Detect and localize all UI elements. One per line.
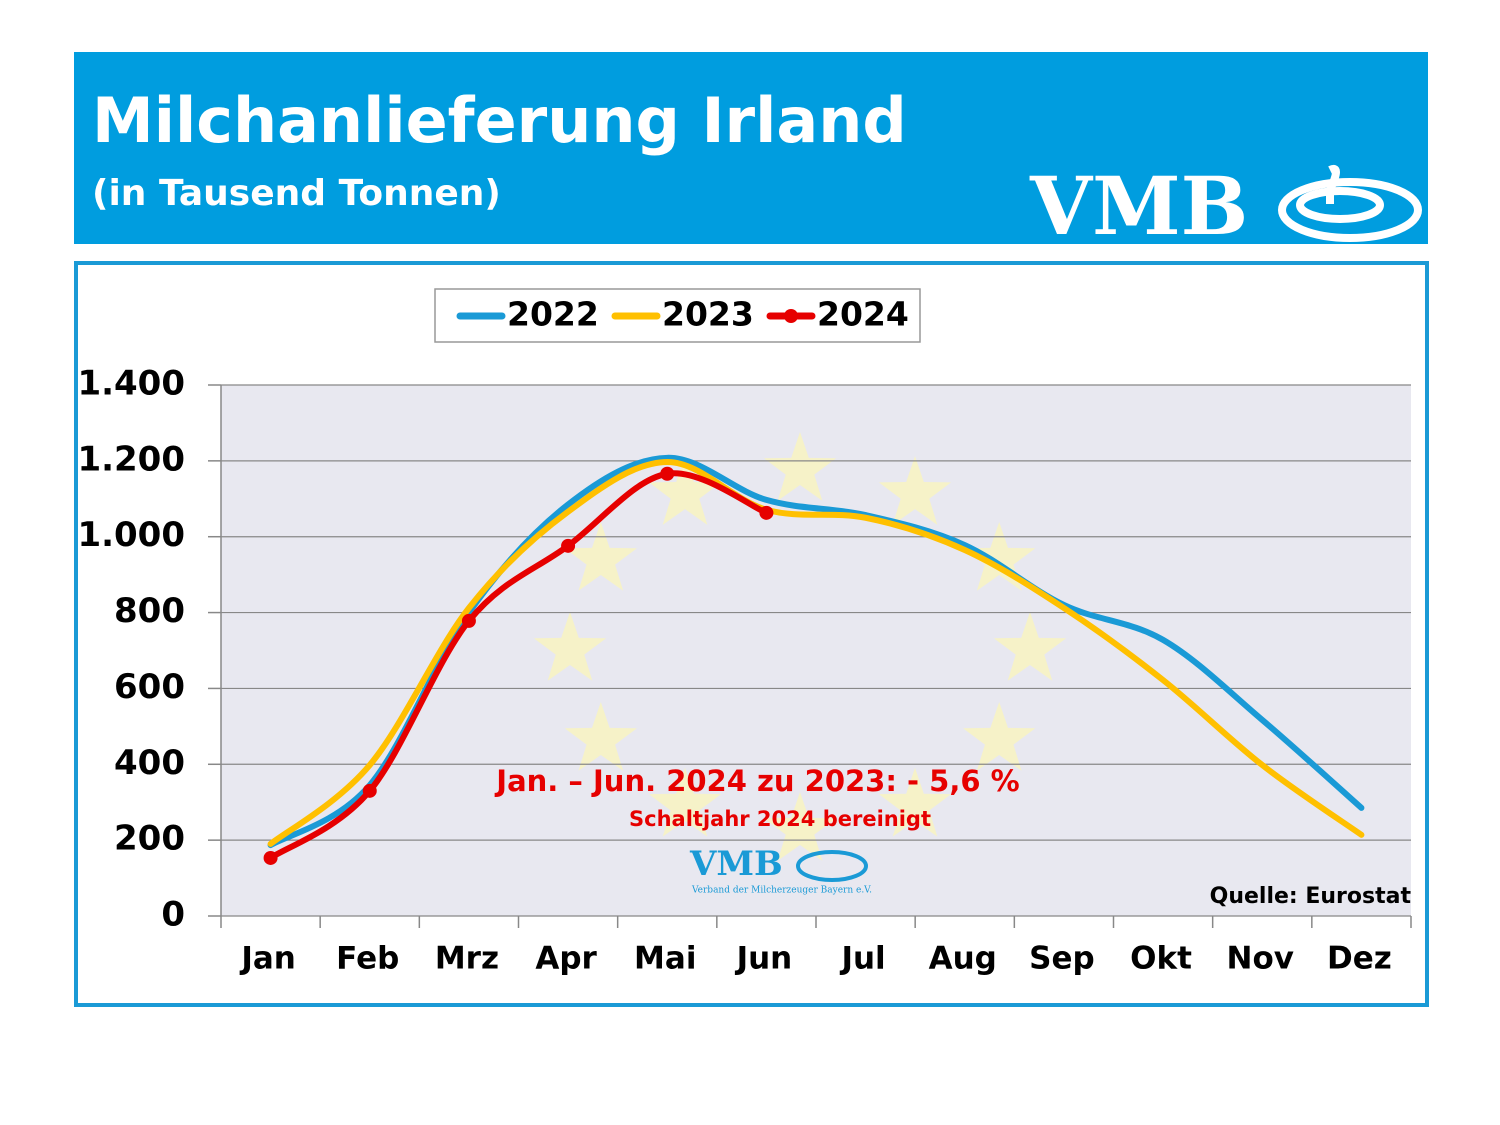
y-tick-label: 1.200 (77, 439, 185, 479)
x-tick-label: Nov (1227, 941, 1294, 977)
logo-mark (1278, 165, 1422, 242)
point (561, 538, 576, 553)
star (993, 612, 1067, 681)
header-band (74, 52, 1428, 244)
y-tick-label: 600 (114, 667, 185, 707)
y-tick-label: 200 (114, 819, 185, 859)
eu-stars (533, 432, 1067, 861)
x-tick-label: Aug (929, 941, 997, 977)
subtitle: (in Tausend Tonnen) (92, 173, 501, 214)
legend-marker (784, 309, 798, 323)
x-tick-label: Mrz (435, 941, 499, 977)
star (533, 612, 607, 681)
x-tick-label: Okt (1130, 941, 1192, 977)
x-tick-label: Sep (1029, 941, 1095, 977)
legend-label: 2024 (817, 295, 909, 334)
source: Quelle: Eurostat (1210, 884, 1412, 909)
point (759, 505, 774, 520)
x-tick-label: Jul (839, 941, 885, 977)
annotation: Jan. – Jun. 2024 zu 2023: - 5,6 % (494, 764, 1019, 798)
star (878, 456, 952, 525)
watermark-logo: VMB (689, 844, 783, 884)
y-tick-label: 400 (114, 743, 185, 783)
x-tick-label: Jun (735, 941, 793, 977)
point (461, 613, 476, 628)
logo-text: VMB (1029, 159, 1248, 253)
annotation-sub: Schaltjahr 2024 bereinigt (629, 807, 931, 831)
star (963, 702, 1036, 771)
star (564, 702, 637, 771)
star (564, 522, 637, 591)
x-tick-label: Mai (634, 941, 696, 977)
legend-box (434, 288, 921, 343)
watermark-mark (796, 850, 868, 882)
legend-label: 2023 (662, 295, 754, 334)
series-line (267, 458, 1365, 847)
point (660, 466, 675, 481)
star (878, 767, 952, 837)
x-tick-label: Dez (1327, 941, 1392, 977)
y-tick-label: 800 (114, 591, 185, 631)
x-tick-label: Feb (336, 941, 399, 977)
watermark-text: Verband der Milcherzeuger Bayern e.V. (691, 886, 872, 896)
star (763, 792, 837, 861)
star (648, 767, 722, 837)
point (362, 783, 377, 798)
y-tick-label: 1.400 (77, 364, 185, 404)
star (648, 456, 722, 525)
y-tick-label: 0 (161, 895, 185, 935)
x-tick-label: Apr (535, 941, 597, 977)
point (263, 850, 278, 865)
star (963, 522, 1036, 591)
x-tick-label: Jan (239, 941, 296, 977)
star (763, 432, 837, 501)
y-tick-label: 1.000 (77, 515, 185, 555)
title: Milchanlieferung Irland (92, 84, 907, 157)
legend-label: 2022 (507, 295, 599, 334)
